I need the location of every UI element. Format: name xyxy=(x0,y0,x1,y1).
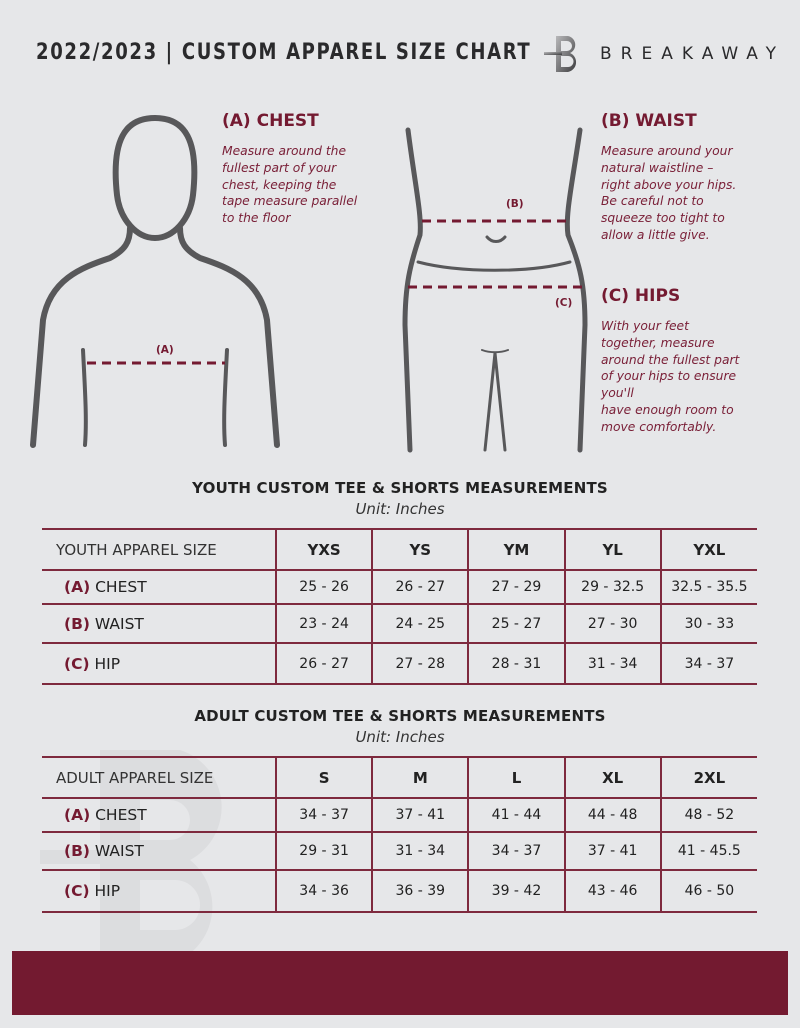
adult-unit: Unit: Inches xyxy=(355,728,445,746)
row-label-text: WAIST xyxy=(94,614,144,633)
table-row: (C) HIP 26 - 27 27 - 28 28 - 31 31 - 34 … xyxy=(42,642,757,685)
table-cell: 41 - 44 xyxy=(467,797,565,833)
corner-label: YOUTH APPAREL SIZE xyxy=(42,528,276,571)
row-label: (B) WAIST xyxy=(42,603,276,644)
table-row: (B) WAIST 29 - 31 31 - 34 34 - 37 37 - 4… xyxy=(42,831,757,871)
hips-description: With your feet together, measure around … xyxy=(601,319,740,434)
table-cell: 37 - 41 xyxy=(563,831,661,871)
youth-unit: Unit: Inches xyxy=(355,500,445,518)
table-cell: 32.5 - 35.5 xyxy=(659,569,757,605)
table-cell: 24 - 25 xyxy=(371,603,469,644)
table-cell: 46 - 50 xyxy=(659,869,757,913)
row-letter: (C) xyxy=(64,882,90,900)
row-label: (A) CHEST xyxy=(42,569,276,605)
table-cell: 48 - 52 xyxy=(659,797,757,833)
table-cell: 34 - 36 xyxy=(274,869,373,913)
page-title: 2022/2023 | CUSTOM APPAREL SIZE CHART xyxy=(36,40,532,65)
size-header: YM xyxy=(467,528,565,571)
row-label-text: HIP xyxy=(94,654,121,673)
table-cell: 27 - 30 xyxy=(563,603,661,644)
table-cell: 26 - 27 xyxy=(274,642,373,685)
waist-description: Measure around your natural waistline – … xyxy=(601,144,737,242)
size-header: S xyxy=(274,756,373,799)
table-cell: 36 - 39 xyxy=(371,869,469,913)
row-label-text: CHEST xyxy=(95,806,147,824)
table-header-row: YOUTH APPAREL SIZE YXS YS YM YL YXL xyxy=(42,528,757,571)
table-cell: 25 - 26 xyxy=(274,569,373,605)
row-letter: (B) xyxy=(64,614,90,633)
size-header: M xyxy=(371,756,469,799)
table-cell: 41 - 45.5 xyxy=(659,831,757,871)
corner-label: ADULT APPAREL SIZE xyxy=(42,756,276,799)
table-cell: 43 - 46 xyxy=(563,869,661,913)
lower-body-figure xyxy=(402,127,588,453)
chest-description: Measure around the fullest part of your … xyxy=(222,144,358,226)
table-cell: 44 - 48 xyxy=(563,797,661,833)
table-header-row: ADULT APPAREL SIZE S M L XL 2XL xyxy=(42,756,757,799)
table-cell: 30 - 33 xyxy=(659,603,757,644)
upper-body-figure xyxy=(30,114,280,448)
chest-figure-label: (A) xyxy=(156,344,174,356)
waist-figure-label: (B) xyxy=(506,198,524,210)
row-letter: (C) xyxy=(64,654,90,673)
youth-section-title: YOUTH CUSTOM TEE & SHORTS MEASUREMENTS xyxy=(192,479,608,497)
row-letter: (A) xyxy=(64,806,91,824)
adult-size-table: ADULT APPAREL SIZE S M L XL 2XL (A) CHES… xyxy=(42,756,757,913)
table-cell: 26 - 27 xyxy=(371,569,469,605)
footer-bar xyxy=(12,951,788,1015)
table-cell: 34 - 37 xyxy=(467,831,565,871)
hips-figure-label: (C) xyxy=(555,297,573,309)
brand-name: BREAKAWAY xyxy=(600,44,785,64)
row-label-text: HIP xyxy=(94,882,121,900)
table-row: (A) CHEST 34 - 37 37 - 41 41 - 44 44 - 4… xyxy=(42,797,757,833)
row-letter: (A) xyxy=(64,578,91,596)
table-cell: 23 - 24 xyxy=(274,603,373,644)
size-header: YXS xyxy=(274,528,373,571)
table-cell: 28 - 31 xyxy=(467,642,565,685)
chest-heading: (A) CHEST xyxy=(222,111,319,131)
brand-logo xyxy=(544,36,577,72)
size-header: YXL xyxy=(659,528,757,571)
size-header: XL xyxy=(563,756,661,799)
row-label: (B) WAIST xyxy=(42,831,276,871)
size-header: YL xyxy=(563,528,661,571)
table-cell: 39 - 42 xyxy=(467,869,565,913)
table-cell: 37 - 41 xyxy=(371,797,469,833)
table-cell: 29 - 31 xyxy=(274,831,373,871)
youth-size-table: YOUTH APPAREL SIZE YXS YS YM YL YXL (A) … xyxy=(42,528,757,685)
table-cell: 34 - 37 xyxy=(659,642,757,685)
row-letter: (B) xyxy=(64,842,90,860)
table-cell: 34 - 37 xyxy=(274,797,373,833)
table-cell: 31 - 34 xyxy=(371,831,469,871)
size-header: YS xyxy=(371,528,469,571)
waist-heading: (B) WAIST xyxy=(601,111,697,131)
table-cell: 29 - 32.5 xyxy=(563,569,661,605)
adult-section-title: ADULT CUSTOM TEE & SHORTS MEASUREMENTS xyxy=(194,707,606,725)
table-cell: 27 - 28 xyxy=(371,642,469,685)
table-row: (A) CHEST 25 - 26 26 - 27 27 - 29 29 - 3… xyxy=(42,569,757,605)
size-header: L xyxy=(467,756,565,799)
row-label: (C) HIP xyxy=(42,642,276,685)
table-cell: 25 - 27 xyxy=(467,603,565,644)
row-label: (C) HIP xyxy=(42,869,276,913)
table-cell: 31 - 34 xyxy=(563,642,661,685)
row-label-text: CHEST xyxy=(95,578,147,596)
table-cell: 27 - 29 xyxy=(467,569,565,605)
table-row: (B) WAIST 23 - 24 24 - 25 25 - 27 27 - 3… xyxy=(42,603,757,644)
row-label-text: WAIST xyxy=(94,842,144,860)
table-row: (C) HIP 34 - 36 36 - 39 39 - 42 43 - 46 … xyxy=(42,869,757,913)
row-label: (A) CHEST xyxy=(42,797,276,833)
hips-heading: (C) HIPS xyxy=(601,286,681,306)
size-header: 2XL xyxy=(659,756,757,799)
